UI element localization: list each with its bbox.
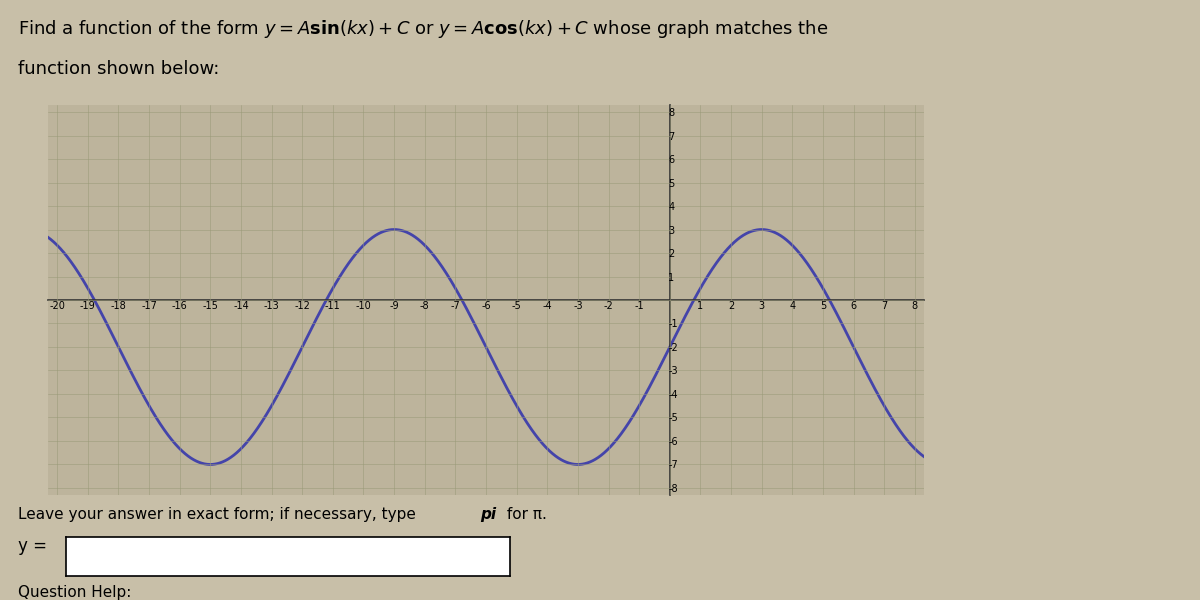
Text: y =: y = bbox=[18, 537, 47, 555]
Text: for π.: for π. bbox=[502, 507, 546, 522]
Text: Find a function of the form $y = A\mathbf{sin}(kx) + C$ or $y = A\mathbf{cos}(kx: Find a function of the form $y = A\mathb… bbox=[18, 18, 828, 40]
Text: Question Help:: Question Help: bbox=[18, 585, 131, 600]
Text: Leave your answer in exact form; if necessary, type: Leave your answer in exact form; if nece… bbox=[18, 507, 421, 522]
Text: function shown below:: function shown below: bbox=[18, 60, 220, 78]
Text: pi: pi bbox=[480, 507, 496, 522]
